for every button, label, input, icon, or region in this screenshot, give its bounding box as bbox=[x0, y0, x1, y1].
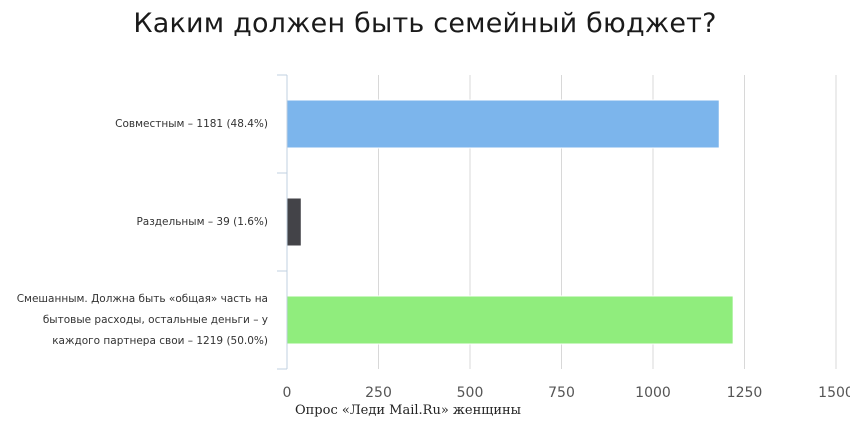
category-label-line: Раздельным – 39 (1.6%) bbox=[136, 215, 268, 228]
bar-1[interactable] bbox=[286, 197, 302, 247]
category-label-0: Совместным – 1181 (48.4%) bbox=[0, 114, 268, 135]
x-tick-label-0: 0 bbox=[283, 385, 292, 401]
category-label-1: Раздельным – 39 (1.6%) bbox=[0, 212, 268, 233]
category-label-line: Совместным – 1181 (48.4%) bbox=[115, 117, 268, 130]
x-axis-ticks: 0 250 500 750 1000 1250 1500 bbox=[283, 385, 850, 401]
x-tick-label-750: 750 bbox=[548, 385, 575, 401]
bar-0[interactable] bbox=[286, 99, 720, 149]
category-label-line: Смешанным. Должна быть «общая» часть на bbox=[16, 292, 268, 305]
x-tick-label-1250: 1250 bbox=[727, 385, 763, 401]
category-label-line: каждого партнера свои – 1219 (50.0%) bbox=[52, 334, 268, 347]
x-tick-label-1500: 1500 bbox=[818, 385, 850, 401]
chart-title: Каким должен быть семейный бюджет? bbox=[133, 8, 717, 39]
bars bbox=[286, 99, 734, 345]
x-tick-label-1000: 1000 bbox=[635, 385, 671, 401]
x-tick-label-250: 250 bbox=[365, 385, 392, 401]
category-axis bbox=[277, 74, 288, 370]
category-label-2: Смешанным. Должна быть «общая» часть на б… bbox=[0, 289, 268, 352]
chart-caption: Опрос «Леди Mail.Ru» женщины bbox=[294, 403, 521, 418]
category-label-line: бытовые расходы, остальные деньги – у bbox=[42, 313, 268, 326]
x-tick-label-500: 500 bbox=[457, 385, 484, 401]
bar-2[interactable] bbox=[286, 295, 734, 345]
